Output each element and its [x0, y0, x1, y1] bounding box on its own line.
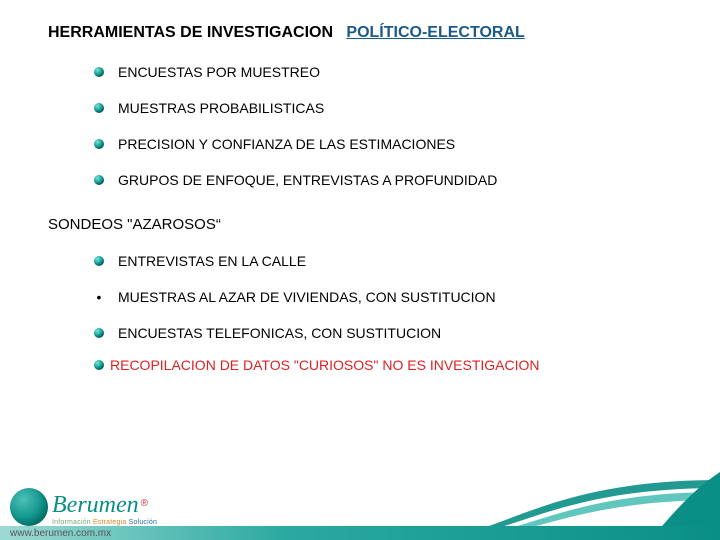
logo-text: Berumen® Información Estrategia Solución	[52, 493, 157, 526]
final-note-text: RECOPILACION DE DATOS "CURIOSOS" NO ES I…	[110, 357, 540, 373]
sphere-bullet-icon	[94, 139, 104, 149]
final-note: RECOPILACION DE DATOS "CURIOSOS" NO ES I…	[94, 357, 672, 373]
list-item: ENTREVISTAS EN LA CALLE	[94, 253, 672, 269]
logo: Berumen® Información Estrategia Solución	[10, 488, 157, 526]
sphere-bullet-icon	[94, 256, 104, 266]
sphere-bullet-icon	[94, 328, 104, 338]
list-item-text: MUESTRAS AL AZAR DE VIVIENDAS, CON SUSTI…	[118, 289, 496, 305]
section-2-list: ENTREVISTAS EN LA CALLE • MUESTRAS AL AZ…	[94, 253, 672, 341]
list-item: ENCUESTAS TELEFONICAS, CON SUSTITUCION	[94, 325, 672, 341]
list-item-text: MUESTRAS PROBABILISTICAS	[118, 100, 324, 116]
list-item: PRECISION Y CONFIANZA DE LAS ESTIMACIONE…	[94, 136, 672, 152]
page-title: HERRAMIENTAS DE INVESTIGACION POLÍTICO-E…	[48, 24, 672, 42]
title-part-b: POLÍTICO-ELECTORAL	[346, 24, 524, 41]
list-item: GRUPOS DE ENFOQUE, ENTREVISTAS A PROFUND…	[94, 172, 672, 188]
sphere-bullet-icon	[94, 175, 104, 185]
logo-name: Berumen	[52, 492, 139, 518]
list-item-text: PRECISION Y CONFIANZA DE LAS ESTIMACIONE…	[118, 136, 455, 152]
subheading: SONDEOS "AZAROSOS“	[48, 216, 672, 233]
footer: Berumen® Información Estrategia Solución…	[0, 472, 720, 540]
sphere-bullet-icon	[94, 360, 104, 370]
list-item-text: ENTREVISTAS EN LA CALLE	[118, 253, 306, 269]
logo-tagline: Información Estrategia Solución	[52, 519, 157, 526]
list-item: • MUESTRAS AL AZAR DE VIVIENDAS, CON SUS…	[94, 289, 672, 305]
list-item-text: GRUPOS DE ENFOQUE, ENTREVISTAS A PROFUND…	[118, 172, 497, 188]
list-item-text: ENCUESTAS TELEFONICAS, CON SUSTITUCION	[118, 325, 441, 341]
dot-bullet-icon: •	[94, 289, 104, 305]
list-item-text: ENCUESTAS POR MUESTREO	[118, 64, 320, 80]
footer-url: www.berumen.com.mx	[10, 528, 111, 539]
sphere-bullet-icon	[94, 67, 104, 77]
title-part-a: HERRAMIENTAS DE INVESTIGACION	[48, 24, 333, 41]
section-1-list: ENCUESTAS POR MUESTREO MUESTRAS PROBABIL…	[94, 64, 672, 188]
list-item: ENCUESTAS POR MUESTREO	[94, 64, 672, 80]
list-item: MUESTRAS PROBABILISTICAS	[94, 100, 672, 116]
logo-registered-icon: ®	[141, 498, 148, 509]
logo-globe-icon	[10, 488, 48, 526]
sphere-bullet-icon	[94, 103, 104, 113]
